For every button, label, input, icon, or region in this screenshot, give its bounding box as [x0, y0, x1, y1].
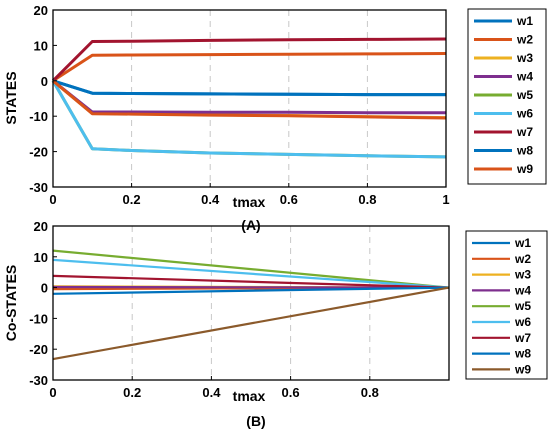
panel-b-ylabel: Co-STATES — [3, 265, 19, 341]
panel-b-ytick-label: 0 — [41, 281, 48, 296]
panel-b-xtick-label: 0.4 — [202, 385, 221, 400]
panel-b-legend-label-w3: w3 — [514, 268, 531, 282]
panel-b-xtick-label: 0.2 — [123, 385, 141, 400]
panel-b-xtick-label: 0.6 — [282, 385, 300, 400]
panel-b-series-w4 — [52, 285, 450, 289]
panel-a-xtick-label: 0.8 — [358, 192, 376, 207]
panel-a-legend-label-w4: w4 — [516, 70, 533, 84]
panel-a-series-w7 — [51, 37, 447, 82]
panel-b-series-w9 — [52, 286, 450, 361]
panel-b-yticks: 20 10 0 -10 -20 -30 — [29, 219, 57, 388]
panel-a-series-w9 — [52, 79, 447, 120]
panel-a-legend: w1 w2 w3 w4 w5 w6 w7 w8 w9 — [467, 8, 547, 185]
panel-b-legend-label-w8: w8 — [514, 347, 531, 361]
panel-a-axes-box — [52, 9, 447, 188]
panel-a-legend-label-w9: w9 — [516, 162, 533, 176]
panel-a-ytick-label: 20 — [34, 3, 48, 18]
panel-b-legend-label-w6: w6 — [514, 315, 531, 329]
panel-a-legend-label-w2: w2 — [516, 33, 533, 47]
panel-a-legend-label-w5: w5 — [516, 88, 533, 102]
panel-b-ytick-label: 20 — [34, 219, 48, 234]
panel-a-xtick-label: 0.6 — [280, 192, 298, 207]
panel-b-series-w5 — [52, 249, 450, 289]
panel-a-caption: (A) — [241, 217, 260, 233]
panel-b-ytick-label: -10 — [29, 311, 48, 326]
panel-a-ylabel: STATES — [3, 71, 19, 124]
panel-a-series-w6 — [51, 80, 447, 159]
panel-a-legend-label-w7: w7 — [516, 125, 533, 139]
panel-b: 0 0.2 0.4 0.6 0.8 20 10 0 -10 -20 -30 tmax Co-STA… — [3, 219, 548, 429]
panel-a-series-w8 — [52, 79, 446, 97]
panel-b-axes-box — [52, 225, 450, 381]
panel-b-legend-label-w4: w4 — [514, 283, 531, 297]
panel-a-legend-label-w3: w3 — [516, 51, 533, 65]
panel-b-xticks: 0 0.2 0.4 0.6 0.8 — [49, 376, 379, 400]
panel-b-ytick-label: -30 — [29, 373, 48, 388]
panel-a-legend-label-w6: w6 — [516, 107, 533, 121]
panel-a-xtick-label: 0 — [49, 192, 56, 207]
panel-a-legend-label-w8: w8 — [516, 144, 533, 158]
panel-b-xlabel: tmax — [233, 388, 266, 404]
panel-a-xlabel: tmax — [233, 194, 266, 210]
panel-b-series-w7 — [52, 274, 450, 289]
panel-b-legend-label-w2: w2 — [514, 252, 531, 266]
panel-b-legend-box — [465, 230, 548, 380]
panel-a-xticks: 0 0.2 0.4 0.6 0.8 1 — [49, 183, 450, 207]
panel-a-grid — [131, 10, 368, 187]
panel-a-series-w2 — [52, 52, 447, 83]
panel-a-ytick-label: 10 — [34, 38, 48, 53]
panel-b-caption: (B) — [246, 413, 265, 429]
panel-a-ytick-label: -10 — [29, 109, 48, 124]
panel-a-ytick-label: -30 — [29, 180, 48, 195]
panel-a-series — [51, 37, 447, 159]
panel-a-xtick-label: 1 — [442, 192, 449, 207]
panel-a: 0 0.2 0.4 0.6 0.8 1 20 10 0 -10 -20 -30 tmax STATE… — [3, 3, 547, 233]
panel-b-legend-label-w7: w7 — [514, 331, 531, 345]
panel-a-ytick-label: 0 — [41, 74, 48, 89]
panel-b-series-w8 — [52, 286, 450, 295]
panel-a-xtick-label: 0.4 — [201, 192, 220, 207]
panel-b-xtick-label: 0.8 — [361, 385, 379, 400]
panel-a-legend-label-w1: w1 — [516, 14, 533, 28]
panel-b-ytick-label: 10 — [34, 250, 48, 265]
panel-b-legend-label-w9: w9 — [514, 362, 531, 376]
panel-a-yticks: 20 10 0 -10 -20 -30 — [29, 3, 57, 195]
panel-b-ytick-label: -20 — [29, 342, 48, 357]
panel-b-legend-label-w1: w1 — [514, 236, 531, 250]
panel-b-legend-label-w5: w5 — [514, 299, 531, 313]
panel-a-ytick-label: -20 — [29, 145, 48, 160]
panel-b-series-w6 — [52, 258, 450, 289]
panel-a-xtick-label: 0.2 — [123, 192, 141, 207]
panel-b-series — [52, 249, 450, 361]
panel-b-xtick-label: 0 — [49, 385, 56, 400]
